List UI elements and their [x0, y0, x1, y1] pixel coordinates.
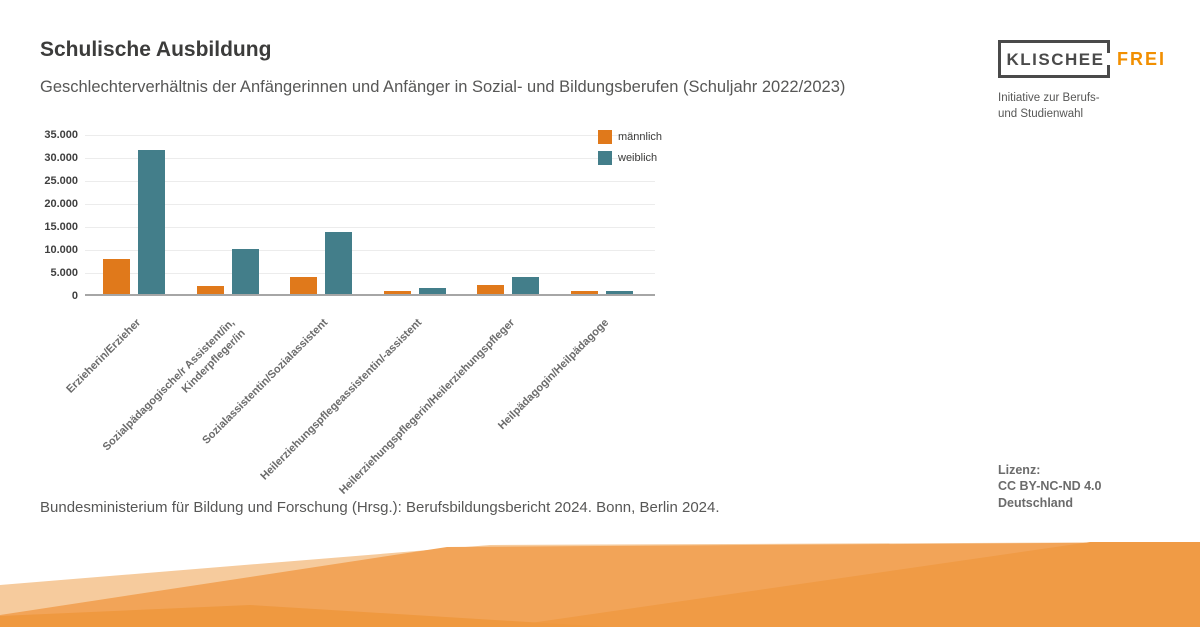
bar-weiblich-5	[606, 291, 633, 294]
legend-swatch-1	[598, 151, 612, 165]
bar-männlich-4	[477, 285, 504, 294]
logo-tagline-line2: und Studienwahl	[998, 107, 1084, 120]
chart-legend: männlich weiblich	[598, 130, 662, 172]
logo-tagline: Initiative zur Berufs- und Studienwahl	[998, 91, 1198, 122]
license-line2: Deutschland	[998, 495, 1074, 510]
license-line1: CC BY-NC-ND 4.0	[998, 479, 1102, 494]
y-axis-tick: 35.000	[44, 129, 78, 141]
source-citation: Bundesministerium für Bildung und Forsch…	[40, 499, 720, 516]
legend-item-maennlich: männlich	[598, 130, 662, 144]
legend-item-weiblich: weiblich	[598, 151, 662, 165]
bar-männlich-1	[197, 286, 224, 294]
bar-weiblich-2	[325, 232, 352, 294]
logo-accent-text: FREI	[1117, 48, 1167, 69]
bar-weiblich-3	[419, 288, 446, 294]
gridline	[85, 250, 655, 251]
bar-weiblich-4	[512, 277, 539, 294]
gridline	[85, 158, 655, 159]
logo-frame: KLISCHEE	[998, 40, 1110, 78]
y-axis-tick: 10.000	[44, 244, 78, 256]
klischeefrei-logo: KLISCHEE FREI Initiative zur Berufs- und…	[998, 40, 1198, 122]
page-title: Schulische Ausbildung	[40, 38, 272, 61]
bar-männlich-0	[103, 259, 130, 294]
legend-label-0: männlich	[618, 131, 663, 143]
y-axis-tick: 15.000	[44, 221, 78, 233]
bar-männlich-5	[571, 291, 598, 294]
license-label: Lizenz:	[998, 463, 1041, 477]
bar-männlich-3	[384, 291, 411, 294]
logo-tagline-line1: Initiative zur Berufs-	[998, 92, 1100, 104]
license-block: Lizenz: CC BY-NC-ND 4.0 Deutschland	[998, 462, 1102, 511]
gridline	[85, 204, 655, 205]
bar-weiblich-1	[232, 249, 259, 294]
y-axis-tick: 30.000	[44, 152, 78, 164]
plot-area	[85, 135, 655, 296]
page-subtitle: Geschlechterverhältnis der Anfängerinnen…	[40, 78, 846, 96]
y-axis-tick: 0	[71, 290, 78, 302]
y-axis-tick: 20.000	[44, 198, 78, 210]
gridline	[85, 227, 655, 228]
legend-label-1: weiblich	[618, 152, 658, 164]
logo-frame-stub-bottom	[1107, 65, 1110, 75]
gridline	[85, 135, 655, 136]
footer-decoration	[0, 530, 1200, 627]
logo-frame-stub-top	[1107, 43, 1110, 53]
bar-weiblich-0	[138, 150, 165, 294]
gridline	[85, 273, 655, 274]
legend-swatch-0	[598, 130, 612, 144]
y-axis-tick: 5.000	[50, 267, 78, 279]
bar-männlich-2	[290, 277, 317, 294]
logo-box-text: KLISCHEE	[1006, 50, 1105, 69]
y-axis-tick: 25.000	[44, 175, 78, 187]
gridline	[85, 181, 655, 182]
